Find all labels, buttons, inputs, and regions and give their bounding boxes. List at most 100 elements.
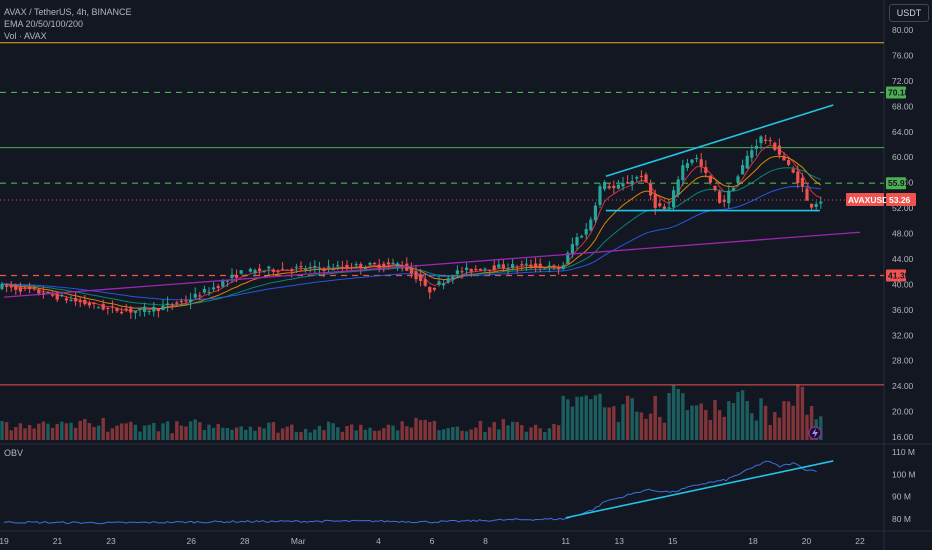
candle-body [294, 266, 298, 268]
volume-bar [575, 396, 579, 440]
volume-bar [805, 414, 809, 440]
ema-legend[interactable]: EMA 20/50/100/200 [4, 19, 84, 29]
volume-bar [4, 422, 9, 440]
level-price-label: 70.18 [888, 87, 910, 97]
obv-tick-label: 80 M [892, 514, 911, 524]
volume-bar [451, 426, 455, 440]
volume-bar [382, 428, 386, 440]
volume-bar [722, 416, 726, 440]
candle-body [396, 263, 400, 267]
volume-bar [777, 417, 782, 440]
volume-bar [322, 430, 326, 440]
candle-body [727, 190, 731, 204]
volume-bar [230, 429, 234, 440]
time-tick-label: 8 [483, 536, 488, 546]
volume-bar [819, 416, 823, 440]
candle-body [235, 274, 239, 278]
candle-body [120, 311, 124, 314]
volume-bar [354, 430, 358, 440]
price-tick-label: 80.00 [892, 25, 914, 35]
volume-bar [492, 422, 496, 440]
volume-bar [400, 421, 404, 440]
candle-body [419, 274, 423, 281]
candle-body [110, 306, 114, 308]
candle-body [515, 266, 519, 268]
volume-bar [106, 431, 110, 440]
lightning-icon-glyph [812, 428, 818, 438]
candle-body [442, 283, 446, 286]
candle-body [28, 287, 32, 290]
volume-bar [395, 430, 400, 440]
volume-bar [193, 419, 197, 440]
volume-bar [248, 426, 253, 440]
volume-bar [423, 419, 427, 440]
candle-body [83, 299, 87, 305]
obv-legend[interactable]: OBV [4, 448, 24, 458]
volume-bar [607, 407, 611, 440]
volume-bar [9, 430, 13, 440]
candle-body [23, 286, 27, 288]
candle-body [469, 268, 473, 272]
price-tick-label: 24.00 [892, 381, 914, 391]
candle-body [474, 268, 478, 270]
time-tick-label: 18 [748, 536, 758, 546]
volume-bar [349, 424, 354, 440]
volume-bar [41, 421, 46, 440]
volume-bar [736, 392, 740, 440]
candle-body [115, 307, 119, 311]
volume-bar [73, 427, 78, 440]
price-tick-label: 48.00 [892, 229, 914, 239]
candle-body [92, 302, 96, 304]
volume-bar [405, 426, 409, 440]
symbol-title: AVAX / TetherUS, 4h, BINANCE [4, 7, 132, 17]
candle-body [662, 206, 666, 210]
volume-bar [142, 425, 147, 440]
candle-body [359, 264, 363, 269]
volume-legend[interactable]: Vol · AVAX [4, 31, 47, 41]
candle-body [649, 184, 653, 196]
volume-bar [234, 427, 239, 440]
volume-bar [570, 406, 575, 440]
candle-body [612, 185, 616, 189]
candle-body [106, 308, 110, 310]
candle-body [718, 191, 722, 203]
candle-body [782, 155, 786, 161]
volume-bar [524, 431, 529, 440]
candle-body [557, 268, 561, 270]
candle-body [129, 308, 133, 313]
volume-bar [207, 424, 211, 440]
candle-body [552, 265, 556, 267]
candle-body [74, 297, 78, 302]
volume-bar [87, 423, 92, 440]
volume-bar [782, 401, 786, 440]
candle-body [202, 288, 206, 293]
volume-bar [759, 398, 763, 440]
candle-body [520, 264, 524, 266]
candle-body [198, 295, 202, 297]
currency-button[interactable]: USDT [889, 4, 929, 22]
volume-bar [501, 418, 506, 440]
candle-body [189, 299, 193, 303]
volume-bar [184, 426, 188, 440]
volume-bar [303, 428, 308, 440]
candle-body [262, 270, 266, 272]
volume-bar [280, 428, 285, 440]
level-price-badge [886, 269, 906, 282]
volume-bar [211, 427, 216, 440]
obv-tick-label: 90 M [892, 492, 911, 502]
volume-bar [474, 427, 478, 440]
volume-bar [561, 395, 565, 440]
candle-body [432, 287, 436, 290]
candle-body [423, 279, 427, 286]
price-tick-label: 20.00 [892, 407, 914, 417]
volume-bar [221, 427, 225, 440]
volume-bar [46, 423, 50, 440]
volume-bar [271, 422, 276, 440]
volume-bar [768, 424, 772, 440]
candle-body [566, 252, 570, 264]
volume-bar [658, 416, 662, 440]
candle-body [386, 262, 390, 265]
candle-body [184, 300, 188, 302]
volume-bar [625, 395, 630, 440]
